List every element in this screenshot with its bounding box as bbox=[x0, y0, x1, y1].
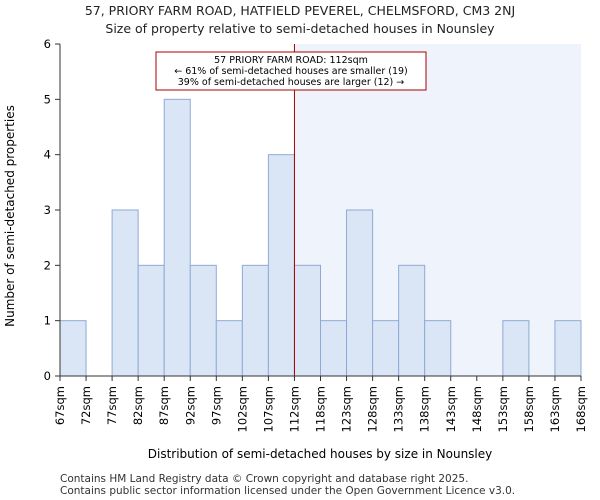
histogram-bar bbox=[241, 264, 269, 377]
y-tick-label: 4 bbox=[44, 148, 51, 162]
annotation-line-3: 39% of semi-detached houses are larger (… bbox=[178, 77, 405, 88]
y-tick-label: 0 bbox=[44, 369, 51, 383]
footer-line-2: Contains public sector information licen… bbox=[60, 485, 516, 497]
y-tick-label: 6 bbox=[44, 37, 51, 51]
histogram-bar bbox=[163, 98, 191, 377]
x-tick-label: 67sqm bbox=[53, 386, 67, 425]
chart-subtitle: Size of property relative to semi-detach… bbox=[105, 21, 495, 36]
histogram-bar bbox=[424, 320, 452, 377]
chart-title: 57, PRIORY FARM ROAD, HATFIELD PEVEREL, … bbox=[84, 3, 516, 18]
histogram-bar bbox=[111, 209, 139, 377]
x-tick-label: 97sqm bbox=[209, 386, 223, 425]
x-tick-label: 107sqm bbox=[261, 386, 275, 432]
x-tick-label: 77sqm bbox=[105, 386, 119, 425]
x-tick-label: 123sqm bbox=[340, 386, 354, 432]
x-tick-label: 128sqm bbox=[366, 386, 380, 432]
x-tick-label: 112sqm bbox=[287, 386, 301, 432]
histogram-bar bbox=[320, 320, 348, 377]
x-tick-label: 133sqm bbox=[392, 386, 406, 432]
x-tick-label: 118sqm bbox=[314, 386, 328, 432]
histogram-bar bbox=[372, 320, 400, 377]
histogram-bar bbox=[137, 264, 165, 377]
y-tick-label: 1 bbox=[44, 314, 51, 328]
x-tick-label: 87sqm bbox=[157, 386, 171, 425]
histogram-bar bbox=[267, 154, 295, 377]
y-axis-label: Number of semi-detached properties bbox=[3, 105, 17, 327]
histogram-bar bbox=[189, 264, 217, 377]
x-tick-label: 102sqm bbox=[235, 386, 249, 432]
x-tick-label: 158sqm bbox=[522, 386, 536, 432]
x-tick-label: 148sqm bbox=[470, 386, 484, 432]
histogram-bar bbox=[293, 264, 322, 377]
x-tick-label: 72sqm bbox=[79, 386, 93, 425]
histogram-bar bbox=[215, 320, 243, 377]
histogram-bar bbox=[59, 320, 87, 377]
footer-line-1: Contains HM Land Registry data © Crown c… bbox=[60, 473, 469, 485]
x-tick-label: 163sqm bbox=[548, 386, 562, 432]
annotation-box bbox=[155, 51, 427, 91]
x-tick-label: 153sqm bbox=[496, 386, 510, 432]
x-tick-label: 138sqm bbox=[418, 386, 432, 432]
y-tick-label: 3 bbox=[44, 203, 51, 217]
histogram-bar bbox=[398, 264, 426, 377]
x-tick-label: 168sqm bbox=[574, 386, 588, 432]
y-tick-label: 5 bbox=[44, 92, 51, 106]
annotation-line-2: ← 61% of semi-detached houses are smalle… bbox=[174, 66, 408, 77]
histogram-bar bbox=[346, 209, 374, 377]
x-tick-label: 143sqm bbox=[444, 386, 458, 432]
x-axis-label: Distribution of semi-detached houses by … bbox=[148, 447, 493, 461]
y-tick-label: 2 bbox=[44, 258, 51, 272]
x-tick-label: 92sqm bbox=[183, 386, 197, 425]
x-tick-label: 82sqm bbox=[131, 386, 145, 425]
histogram-bar bbox=[502, 320, 530, 377]
histogram-bar bbox=[554, 320, 582, 377]
annotation-line-1: 57 PRIORY FARM ROAD: 112sqm bbox=[214, 55, 368, 66]
